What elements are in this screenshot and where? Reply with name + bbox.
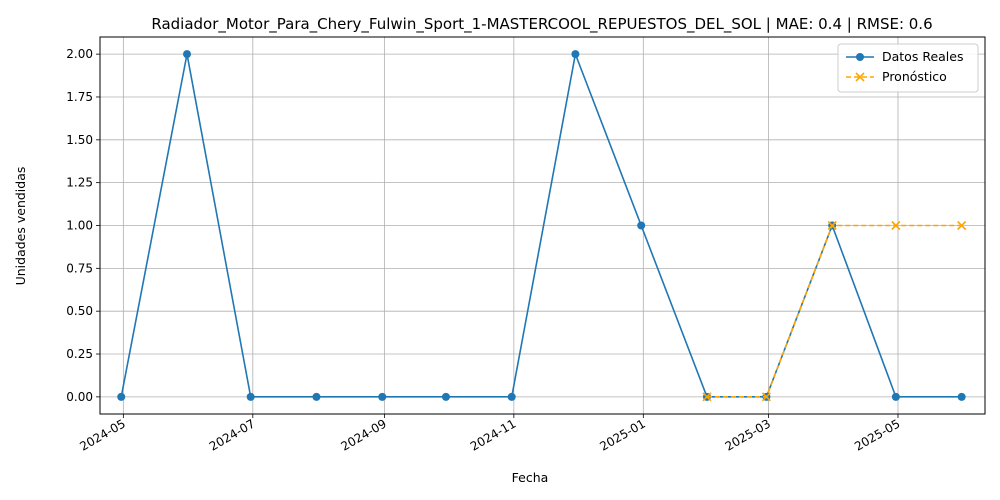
data-point-forecast [761, 392, 771, 402]
legend-marker-actual [856, 53, 864, 61]
data-point-actual [637, 221, 646, 230]
y-tick-label: 0.00 [66, 390, 93, 404]
data-point-forecast [827, 220, 837, 231]
data-point-forecast [891, 220, 901, 231]
data-point-actual [571, 50, 580, 59]
y-tick-label: 1.00 [66, 219, 93, 233]
y-tick-label: 1.75 [66, 90, 93, 104]
legend-label-forecast: Pronóstico [882, 69, 947, 84]
y-axis-label: Unidades vendidas [13, 167, 28, 286]
data-point-actual [183, 50, 192, 59]
data-point-actual [957, 392, 966, 401]
legend: Datos Reales Pronóstico [837, 43, 979, 93]
y-tick-label: 1.50 [66, 133, 93, 147]
data-point-actual [441, 392, 450, 401]
data-point-actual [117, 392, 126, 401]
y-tick-label: 2.00 [66, 47, 93, 61]
y-axis-ticks: 0.00 0.25 0.50 0.75 1.00 1.25 1.50 1.75 2.00 [66, 47, 100, 404]
legend-box [837, 43, 979, 93]
y-tick-label: 1.25 [66, 176, 93, 190]
data-point-actual [312, 392, 321, 401]
data-point-actual [378, 392, 387, 401]
legend-marker-forecast [855, 72, 865, 82]
data-point-forecast [957, 220, 967, 231]
chart-title: Radiador_Motor_Para_Chery_Fulwin_Sport_1… [151, 15, 932, 34]
data-point-actual [246, 392, 255, 401]
series-layer [117, 50, 967, 402]
y-tick-label: 0.75 [66, 261, 93, 275]
x-axis-label: Fecha [512, 470, 549, 485]
data-point-forecast [702, 392, 712, 402]
grid-lines [100, 37, 985, 414]
data-point-actual [507, 392, 516, 401]
legend-label-actual: Datos Reales [882, 49, 963, 64]
y-tick-label: 0.50 [66, 304, 93, 318]
data-point-actual [891, 392, 900, 401]
y-tick-label: 0.25 [66, 347, 93, 361]
